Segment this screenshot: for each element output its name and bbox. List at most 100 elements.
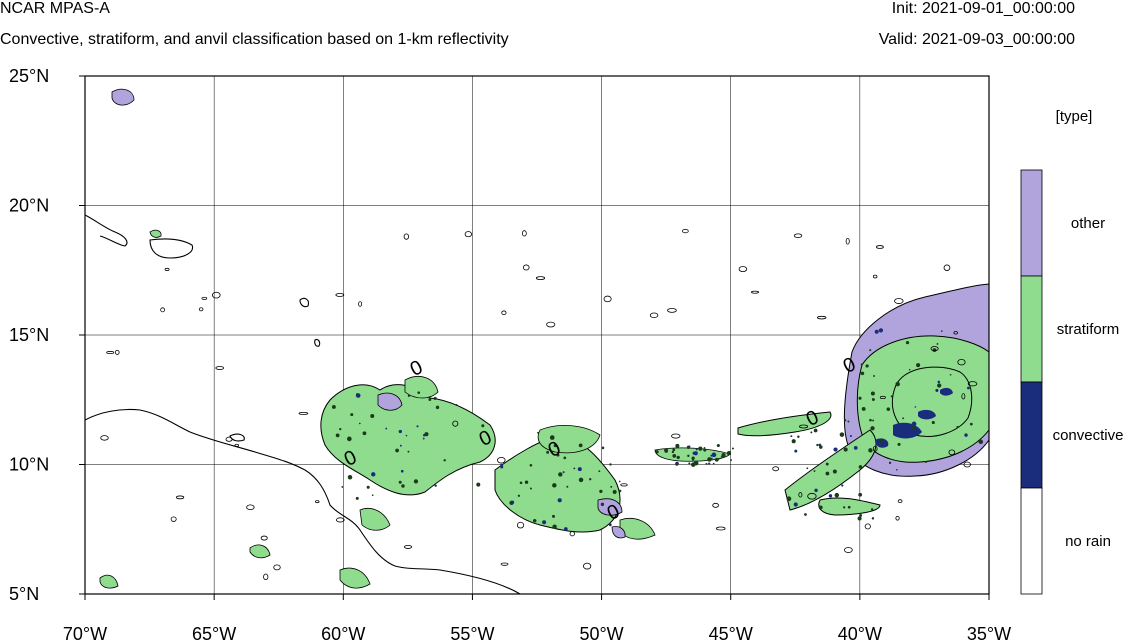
echo-outline [175,495,185,500]
y-tick-label: 15°N [9,325,49,345]
stratiform-cluster [320,384,496,496]
convective-dot [331,405,336,409]
convective-dot [914,406,917,408]
convective-dot [524,480,529,484]
convective-cell [940,387,953,396]
convective-dot [853,446,858,450]
convective-dot [895,381,900,387]
convective-dot [873,374,876,377]
legend-swatch-no-rain [1020,487,1043,595]
legend-title: [type] [1056,108,1093,125]
convective-dot [671,450,674,454]
legend-label: no rain [1065,533,1111,550]
echo-outline [967,381,978,387]
stratiform-band [784,429,877,511]
convective-dot [834,492,840,498]
legend-colorbar: other stratiform convective no rain [1020,169,1124,595]
convective-dot [398,429,402,434]
island [314,338,321,347]
echo-outline [793,233,803,238]
echo-outline [872,445,878,452]
convective-dot [551,514,555,518]
convective-dot [435,405,440,410]
convective-dot [346,436,352,442]
convective-dot [969,422,973,426]
convective-dot [407,450,410,453]
convective-dot [370,414,375,419]
echo-outline [569,531,575,537]
convective-dot [664,448,668,453]
convective-dot [858,465,863,469]
convective-dot [676,455,680,460]
stratiform-patch-2 [537,425,601,454]
convective-dot [703,447,706,449]
echo-outline [335,517,345,523]
echo-outline [535,276,546,281]
convective-dot [871,517,875,520]
echo-outline [844,547,853,553]
echo-outline [894,298,904,304]
convective-dot [870,426,875,431]
x-tick-label: 35°W [967,624,1011,641]
echo-outline [943,264,951,271]
coastline-south-america [85,408,521,594]
convective-dot [825,471,830,476]
convective-dot [434,484,437,487]
other-patch-2 [597,498,623,516]
convective-dot [870,508,874,511]
convective-dot [510,500,515,505]
convective-dot [529,463,533,467]
convective-dot [549,435,555,440]
legend-label: convective [1053,427,1124,444]
echo-outline [546,321,556,328]
convective-dot [612,489,617,494]
stratiform-patch-5 [339,567,371,589]
convective-dot [395,448,399,453]
convective-dot [687,454,690,458]
convective-dot [937,380,941,384]
convective-dot [705,462,708,465]
echo-outline [583,562,592,570]
echo-outline [649,312,659,319]
convective-dot [911,421,917,427]
echo-outline [895,515,900,521]
convective-dot [721,453,726,458]
convective-dot [413,479,419,484]
init-time: Init: 2021-09-01_00:00:00 [891,0,1075,17]
convective-dot [618,489,622,493]
convective-dot [818,505,823,510]
axis-ticks: 70°W 65°W 60°W 55°W 50°W 45°W 40°W 35°W 25°N 20°N… [9,66,1011,641]
convective-dot [843,447,848,452]
echo-outline [170,516,177,522]
convective-dot [366,485,370,489]
echo-outline [263,573,269,581]
echo-outline [715,526,726,531]
echo-outline [667,308,677,313]
convective-dot [424,432,429,437]
echo-outline [403,544,413,549]
y-tick-label: 5°N [9,584,39,604]
echo-outline [963,461,971,468]
convective-dot [476,482,481,487]
convective-dot [566,485,569,488]
convective-dot [552,483,557,488]
convective-dot [608,523,612,527]
convective-dot [810,431,813,434]
convective-dot [428,398,432,401]
convective-dot [872,419,875,422]
convective-dot [691,456,695,460]
convective-dot [672,448,676,452]
convective-dot [828,494,833,498]
echo-outline [930,346,939,352]
convective-dot [339,427,342,431]
stratiform-patch-4 [359,508,391,531]
convective-dot [860,371,865,376]
echo-outline [315,500,320,504]
coastline-puerto-rico [149,238,194,259]
echo-outline [298,411,309,415]
echo-outline [807,492,817,500]
convective-dot [443,459,446,462]
other-patch-3 [611,526,626,539]
convective-dot [874,329,879,334]
convective-cell [918,409,936,420]
